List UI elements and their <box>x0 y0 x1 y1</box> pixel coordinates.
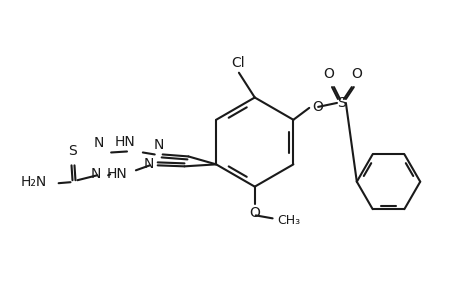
Text: N: N <box>94 136 104 151</box>
Text: O: O <box>351 67 361 81</box>
Text: O: O <box>312 100 322 114</box>
Text: CH₃: CH₃ <box>277 214 300 227</box>
Text: O: O <box>323 67 334 81</box>
Text: H₂N: H₂N <box>21 175 47 189</box>
Text: N: N <box>153 139 163 152</box>
Text: N: N <box>143 158 153 171</box>
Text: S: S <box>68 144 77 158</box>
Text: O: O <box>249 206 260 220</box>
Text: HN: HN <box>114 134 134 148</box>
Text: Cl: Cl <box>230 56 244 70</box>
Text: HN: HN <box>106 167 127 181</box>
Text: N: N <box>91 167 101 181</box>
Text: S: S <box>337 96 346 110</box>
